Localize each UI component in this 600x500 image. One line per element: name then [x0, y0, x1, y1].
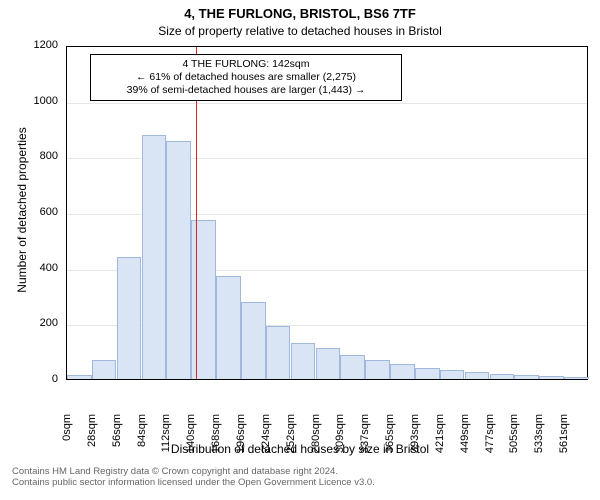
y-tick-label: 1200	[0, 39, 58, 51]
x-tick-label: 533sqm	[533, 414, 545, 464]
histogram-bar	[564, 377, 589, 379]
x-tick-label: 449sqm	[459, 414, 471, 464]
y-tick-label: 1000	[0, 95, 58, 107]
y-tick-label: 400	[0, 262, 58, 274]
x-tick-label: 280sqm	[310, 414, 322, 464]
x-tick-label: 112sqm	[160, 414, 172, 464]
histogram-bar	[191, 220, 216, 379]
x-tick-label: 252sqm	[285, 414, 297, 464]
x-tick-label: 168sqm	[210, 414, 222, 464]
footer-attribution: Contains HM Land Registry data © Crown c…	[12, 466, 600, 488]
y-axis-label: Number of detached properties	[15, 70, 29, 350]
x-tick-label: 140sqm	[185, 414, 197, 464]
x-tick-label: 84sqm	[136, 414, 148, 464]
y-gridline	[67, 103, 587, 104]
histogram-bar	[390, 364, 415, 379]
histogram-bar	[142, 135, 167, 379]
x-tick-label: 224sqm	[260, 414, 272, 464]
x-tick-label: 561sqm	[558, 414, 570, 464]
annotation-line: 39% of semi-detached houses are larger (…	[97, 84, 395, 97]
chart-subtitle: Size of property relative to detached ho…	[0, 24, 600, 38]
x-tick-label: 505sqm	[508, 414, 520, 464]
histogram-bar	[415, 368, 440, 379]
histogram-bar	[117, 257, 142, 379]
histogram-bar	[67, 375, 92, 379]
histogram-bar	[440, 370, 465, 379]
x-axis-label: Distribution of detached houses by size …	[0, 442, 600, 456]
histogram-bar	[340, 355, 365, 379]
histogram-bar	[166, 141, 191, 379]
histogram-bar	[266, 326, 291, 379]
x-tick-label: 337sqm	[359, 414, 371, 464]
y-tick-label: 800	[0, 150, 58, 162]
y-tick-label: 600	[0, 206, 58, 218]
annotation-line: 4 THE FURLONG: 142sqm	[97, 58, 395, 71]
annotation-line: ← 61% of detached houses are smaller (2,…	[97, 71, 395, 84]
histogram-bar	[465, 372, 490, 379]
footer-line: Contains HM Land Registry data © Crown c…	[12, 466, 600, 477]
chart-title: 4, THE FURLONG, BRISTOL, BS6 7TF	[0, 6, 600, 21]
x-tick-label: 309sqm	[334, 414, 346, 464]
histogram-bar	[291, 343, 316, 379]
x-tick-label: 196sqm	[235, 414, 247, 464]
x-tick-label: 365sqm	[384, 414, 396, 464]
x-tick-label: 393sqm	[409, 414, 421, 464]
footer-line: Contains public sector information licen…	[12, 477, 600, 488]
x-tick-label: 56sqm	[111, 414, 123, 464]
histogram-bar	[365, 360, 390, 379]
histogram-bar	[514, 375, 539, 379]
histogram-bar	[216, 276, 241, 379]
y-tick-label: 0	[0, 373, 58, 385]
annotation-box: 4 THE FURLONG: 142sqm← 61% of detached h…	[90, 54, 402, 101]
x-tick-label: 477sqm	[484, 414, 496, 464]
x-tick-label: 421sqm	[434, 414, 446, 464]
y-tick-label: 200	[0, 317, 58, 329]
histogram-bar	[539, 376, 564, 379]
histogram-bar	[316, 348, 341, 379]
x-tick-label: 0sqm	[61, 414, 73, 464]
x-tick-label: 28sqm	[86, 414, 98, 464]
histogram-bar	[490, 374, 515, 379]
histogram-bar	[92, 360, 117, 379]
histogram-bar	[241, 302, 266, 379]
